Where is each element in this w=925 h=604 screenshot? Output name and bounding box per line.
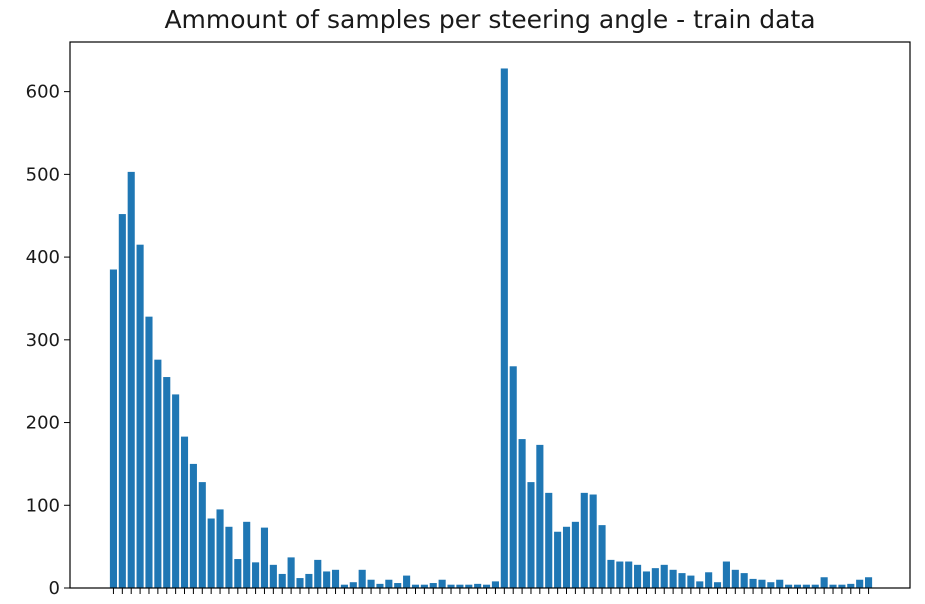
bar xyxy=(278,573,286,588)
bar xyxy=(154,359,162,588)
bar xyxy=(118,214,126,588)
bar xyxy=(651,568,659,588)
bar xyxy=(483,584,491,588)
y-axis: 0 100 200 300 400 500 600 xyxy=(26,82,70,599)
bar xyxy=(358,569,366,588)
bar xyxy=(172,394,180,588)
bar xyxy=(225,526,233,588)
bar xyxy=(465,584,473,588)
bar xyxy=(243,521,251,588)
y-tick-label: 600 xyxy=(26,82,60,103)
bar xyxy=(616,561,624,588)
bar xyxy=(474,583,482,588)
bar xyxy=(420,584,428,588)
bar xyxy=(491,581,499,588)
y-tick-label: 200 xyxy=(26,413,60,434)
bar xyxy=(207,518,215,588)
bar xyxy=(456,584,464,588)
bar xyxy=(634,564,642,588)
bar xyxy=(829,584,837,588)
bar xyxy=(554,531,562,588)
bar xyxy=(785,584,793,588)
bar xyxy=(678,573,686,588)
bar xyxy=(518,439,526,588)
bar xyxy=(669,569,677,588)
bar xyxy=(216,509,224,588)
bar xyxy=(429,583,437,588)
y-tick-label: 0 xyxy=(49,578,60,599)
bar xyxy=(536,444,544,588)
bar xyxy=(109,269,117,588)
bar xyxy=(731,569,739,588)
bar xyxy=(847,583,855,588)
bar xyxy=(189,463,197,588)
bar xyxy=(323,571,331,588)
bar xyxy=(811,584,819,588)
bar xyxy=(198,482,206,588)
bar xyxy=(545,492,553,588)
y-tick-label: 300 xyxy=(26,330,60,351)
bar xyxy=(758,579,766,588)
bar xyxy=(820,577,828,588)
bar xyxy=(403,575,411,588)
bar xyxy=(571,521,579,588)
bar xyxy=(127,171,135,588)
bar xyxy=(607,559,615,588)
bar xyxy=(802,584,810,588)
bar xyxy=(163,377,171,588)
bar xyxy=(660,564,668,588)
bar xyxy=(376,583,384,588)
bar xyxy=(749,578,757,588)
bar xyxy=(296,578,304,588)
bar xyxy=(562,526,571,588)
bar xyxy=(252,562,260,588)
bar xyxy=(527,482,535,588)
bar xyxy=(705,572,713,588)
bar xyxy=(438,579,446,588)
bar xyxy=(589,494,597,588)
bar xyxy=(287,557,295,588)
bar xyxy=(385,579,393,588)
bar xyxy=(305,573,313,588)
y-tick-label: 100 xyxy=(26,495,60,516)
bar xyxy=(500,68,508,589)
bar xyxy=(367,579,375,588)
bar xyxy=(314,559,322,588)
bar xyxy=(713,582,722,588)
bar xyxy=(136,244,144,588)
bar xyxy=(145,316,153,588)
bar xyxy=(411,584,420,588)
bar xyxy=(838,584,846,588)
bar xyxy=(865,577,873,588)
y-tick-label: 400 xyxy=(26,247,60,268)
bar xyxy=(740,573,748,588)
bars xyxy=(109,68,873,589)
x-axis xyxy=(112,588,870,594)
bar xyxy=(776,579,784,588)
bar xyxy=(509,366,517,588)
axes-frame xyxy=(69,41,911,589)
bar xyxy=(394,583,402,588)
bar xyxy=(598,525,606,588)
bar xyxy=(269,564,277,588)
bar xyxy=(793,584,802,588)
bar xyxy=(580,492,588,588)
bar xyxy=(767,582,775,588)
bar xyxy=(722,561,730,588)
bar xyxy=(687,575,695,588)
bar xyxy=(180,436,189,588)
bar xyxy=(234,559,242,588)
bar xyxy=(349,582,357,588)
bar xyxy=(340,584,348,588)
y-tick-label: 500 xyxy=(26,164,60,185)
bar xyxy=(331,569,340,588)
bar xyxy=(856,579,864,588)
bar xyxy=(447,584,455,588)
bar xyxy=(696,581,704,588)
bar xyxy=(625,561,633,588)
bar xyxy=(260,527,269,588)
chart-title: Ammount of samples per steering angle - … xyxy=(164,5,815,34)
bar xyxy=(642,571,651,588)
